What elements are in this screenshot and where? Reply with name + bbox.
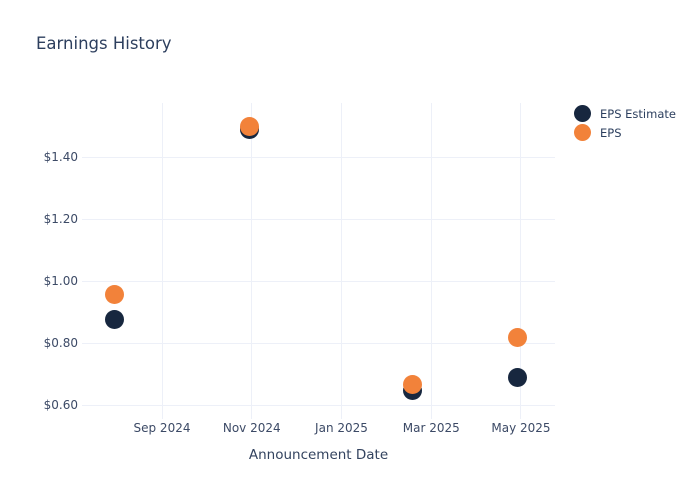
y-tick-label: $1.00 bbox=[43, 274, 78, 289]
x-gridline bbox=[340, 103, 342, 419]
x-tick-label: Sep 2024 bbox=[133, 421, 191, 435]
y-gridline bbox=[82, 343, 555, 345]
y-tick-label: $0.60 bbox=[43, 398, 78, 413]
eps-swatch-icon bbox=[574, 124, 591, 141]
y-gridline bbox=[82, 157, 555, 159]
y-gridline bbox=[82, 281, 555, 283]
point-eps[interactable] bbox=[104, 284, 124, 304]
legend-item-eps[interactable]: EPS bbox=[574, 123, 676, 142]
x-tick-label: May 2025 bbox=[491, 421, 551, 435]
point-eps[interactable] bbox=[240, 117, 260, 137]
legend-label-eps-estimate: EPS Estimate bbox=[600, 106, 676, 121]
x-gridline bbox=[251, 103, 253, 419]
x-tick-label: Jan 2025 bbox=[315, 421, 368, 435]
y-tick-label: $0.80 bbox=[43, 336, 78, 351]
point-eps-estimate[interactable] bbox=[507, 368, 527, 388]
point-eps[interactable] bbox=[403, 374, 423, 394]
y-gridline bbox=[82, 405, 555, 407]
y-tick-label: $1.20 bbox=[43, 212, 78, 227]
y-tick-label: $1.40 bbox=[43, 150, 78, 165]
y-gridline bbox=[82, 219, 555, 221]
legend-item-eps-estimate[interactable]: EPS Estimate bbox=[574, 104, 676, 123]
x-tick-label: Mar 2025 bbox=[402, 421, 460, 435]
legend-label-eps: EPS bbox=[600, 125, 622, 140]
point-eps[interactable] bbox=[507, 328, 527, 348]
x-tick-label: Nov 2024 bbox=[222, 421, 281, 435]
x-gridline bbox=[430, 103, 432, 419]
eps-estimate-swatch-icon bbox=[574, 105, 591, 122]
chart-title: Earnings History bbox=[36, 34, 172, 53]
x-gridline bbox=[520, 103, 522, 419]
x-axis-title: Announcement Date bbox=[248, 447, 389, 463]
x-gridline bbox=[161, 103, 163, 419]
point-eps-estimate[interactable] bbox=[104, 309, 124, 329]
legend: EPS Estimate EPS bbox=[574, 104, 676, 142]
